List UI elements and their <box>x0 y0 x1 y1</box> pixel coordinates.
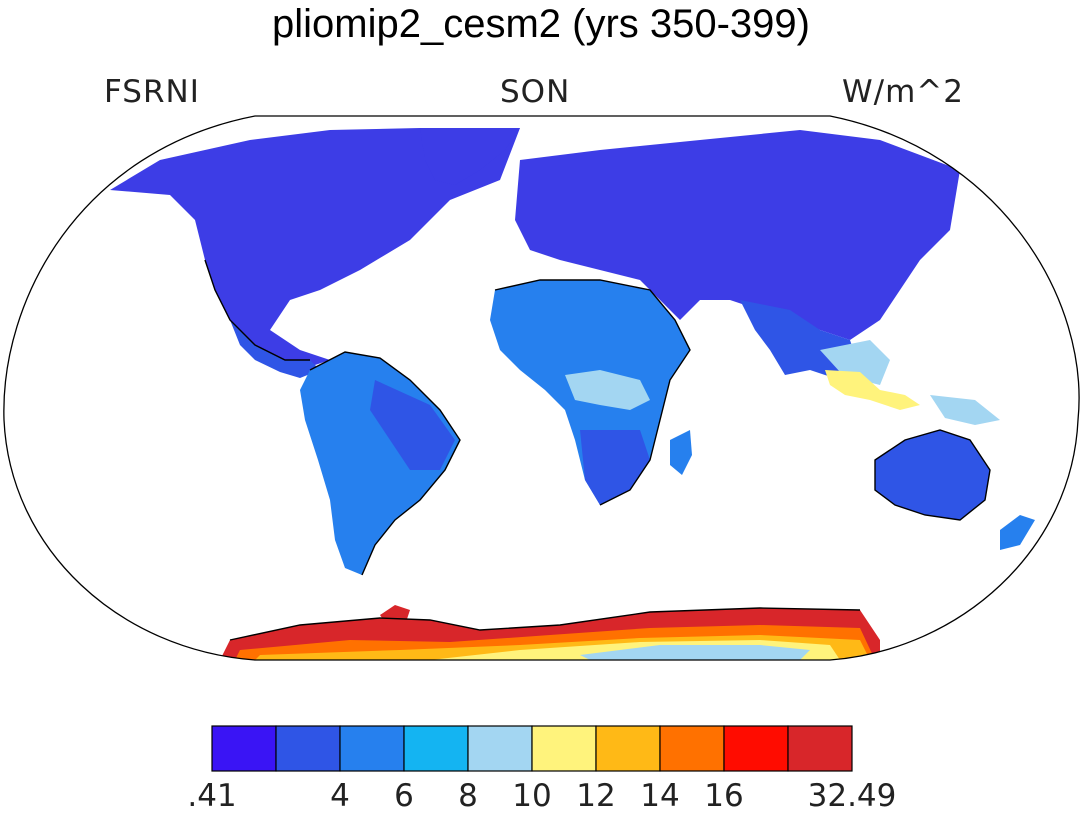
colorbar-swatch <box>659 725 725 772</box>
colorbar-swatch <box>531 725 597 772</box>
colorbar-label: 8 <box>458 778 478 814</box>
map-title: pliomip2_cesm2 (yrs 350-399) <box>271 2 810 46</box>
colorbar-label: 4 <box>330 778 350 814</box>
colorbar-swatch <box>403 725 469 772</box>
greenland-land <box>420 128 520 185</box>
colorbar-label: 32.49 <box>807 778 897 814</box>
colorbar-label: 6 <box>394 778 414 814</box>
colorbar-swatch <box>787 725 853 772</box>
colorbar-label: 10 <box>512 778 552 814</box>
colorbar-swatch <box>595 725 661 772</box>
australia-land <box>875 430 990 520</box>
colorbar-swatch <box>467 725 533 772</box>
antarctic-peninsula <box>380 605 410 630</box>
maritime-continent-yellow <box>825 370 920 410</box>
colorbar-swatch <box>723 725 789 772</box>
madagascar-land <box>670 430 692 475</box>
colorbar-swatch <box>211 725 277 772</box>
new-zealand-land <box>1000 515 1035 550</box>
africa-south <box>580 430 650 505</box>
central-america-land <box>230 320 320 378</box>
maritime-continent-east <box>930 395 1000 425</box>
units-label: W/m^2 <box>842 74 964 110</box>
south-america-east <box>370 380 455 470</box>
colorbar-swatch <box>339 725 405 772</box>
colorbar-swatch <box>275 725 341 772</box>
colorbar <box>211 725 853 772</box>
southeast-asia-pale <box>820 340 890 385</box>
variable-label: FSRNI <box>104 74 200 110</box>
colorbar-label: .41 <box>187 778 237 814</box>
africa-equator-pale <box>565 370 650 410</box>
eurasia-land <box>515 130 960 340</box>
colorbar-label: 12 <box>576 778 616 814</box>
coastlines <box>204 259 991 641</box>
land-fields <box>110 128 1035 660</box>
colorbar-label: 14 <box>640 778 680 814</box>
season-label: SON <box>500 74 571 110</box>
colorbar-label: 16 <box>704 778 744 814</box>
north-america-land <box>110 128 520 370</box>
antarctica-pale-blue <box>580 645 810 660</box>
globe-outline <box>3 115 1080 661</box>
